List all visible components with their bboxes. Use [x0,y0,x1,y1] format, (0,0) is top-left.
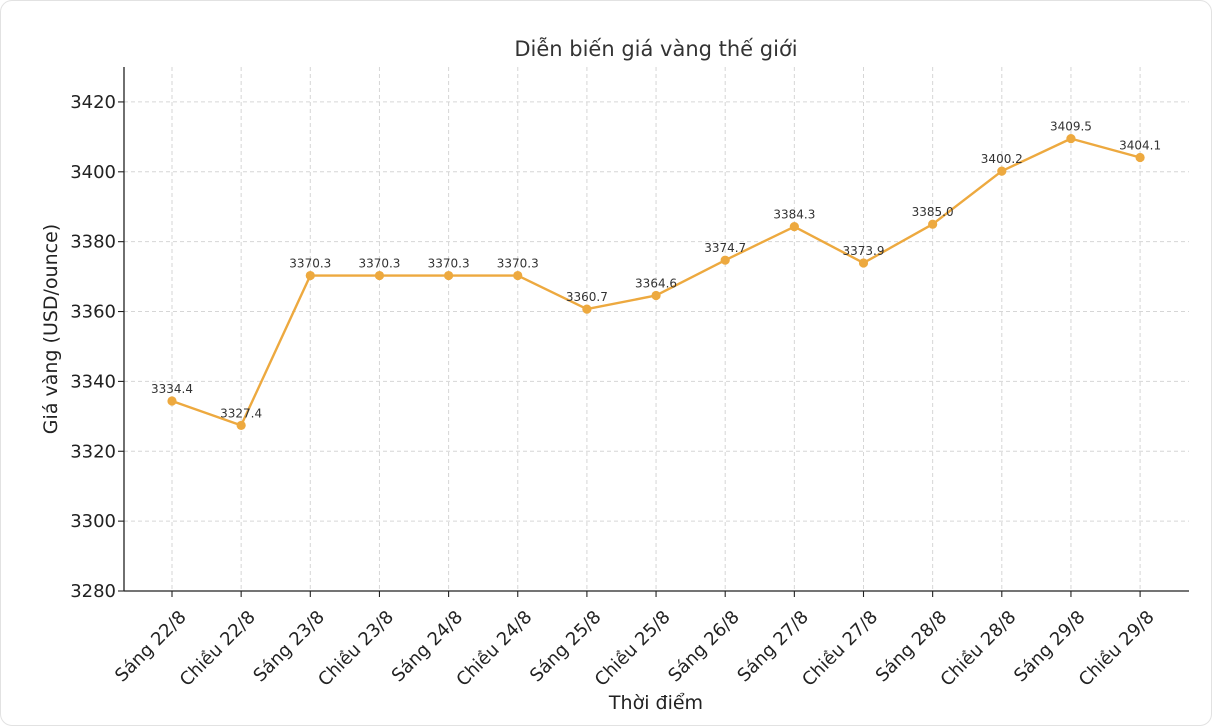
data-label: 3327.4 [220,406,262,420]
data-label: 3370.3 [289,257,331,271]
y-tick-label: 3400 [70,162,116,183]
x-tick-label: Sáng 26/8 [664,607,744,687]
data-label: 3385.0 [912,205,954,219]
data-point [928,219,938,229]
axes [118,67,1189,597]
y-tick-label: 3300 [70,511,116,532]
data-label: 3360.7 [566,290,608,304]
y-axis-label: Giá vàng (USD/ounce) [40,224,62,434]
data-label: 3404.1 [1119,138,1161,152]
x-axis-label: Thời điểm [608,692,703,714]
data-point [513,270,523,281]
data-label: 3370.3 [428,257,470,271]
data-point [1135,152,1145,163]
y-tick-label: 3340 [70,371,116,392]
data-label: 3334.4 [151,382,193,396]
x-tick-label: Chiều 23/8 [314,607,398,691]
data-point [444,270,454,281]
x-tick-label: Chiều 29/8 [1075,607,1159,691]
data-label: 3374.7 [704,241,746,255]
data-point [305,270,315,281]
x-tick-label: Chiều 24/8 [452,607,536,691]
data-label: 3384.3 [773,208,815,222]
data-point [374,270,385,281]
y-tick-label: 3320 [70,441,116,462]
data-labels: 3334.4 3327.4 3370.3 3370.3 3370.3 3370.3 3360… [151,120,1161,421]
grid [124,67,1189,592]
data-label: 3364.6 [635,276,677,290]
data-point [720,255,730,265]
data-label: 3370.3 [497,257,539,271]
data-label: 3370.3 [358,257,400,271]
data-label: 3409.5 [1050,120,1092,134]
data-point [858,258,869,268]
data-point [997,166,1007,176]
data-point [167,396,177,406]
x-tick-label: Chiều 25/8 [591,607,675,691]
chart-title: Diễn biến giá vàng thế giới [514,36,797,61]
y-tick-label: 3380 [70,232,116,253]
data-point [1066,134,1076,144]
data-point [236,420,246,431]
y-tick-label: 3360 [70,302,116,323]
x-tick-label: Chiều 22/8 [176,607,260,691]
y-tick-label: 3420 [70,92,116,113]
data-point [789,222,799,232]
x-tick-label: Chiều 27/8 [798,607,882,691]
data-points [167,134,1145,431]
data-point [582,304,592,314]
data-label: 3373.9 [843,244,885,258]
data-label: 3400.2 [981,152,1023,166]
data-point [651,290,661,301]
y-tick-labels: 3280 3300 3320 3340 3360 3380 3400 3420 [70,92,116,602]
x-tick-label: Chiều 28/8 [937,607,1021,691]
y-tick-label: 3280 [70,581,116,602]
